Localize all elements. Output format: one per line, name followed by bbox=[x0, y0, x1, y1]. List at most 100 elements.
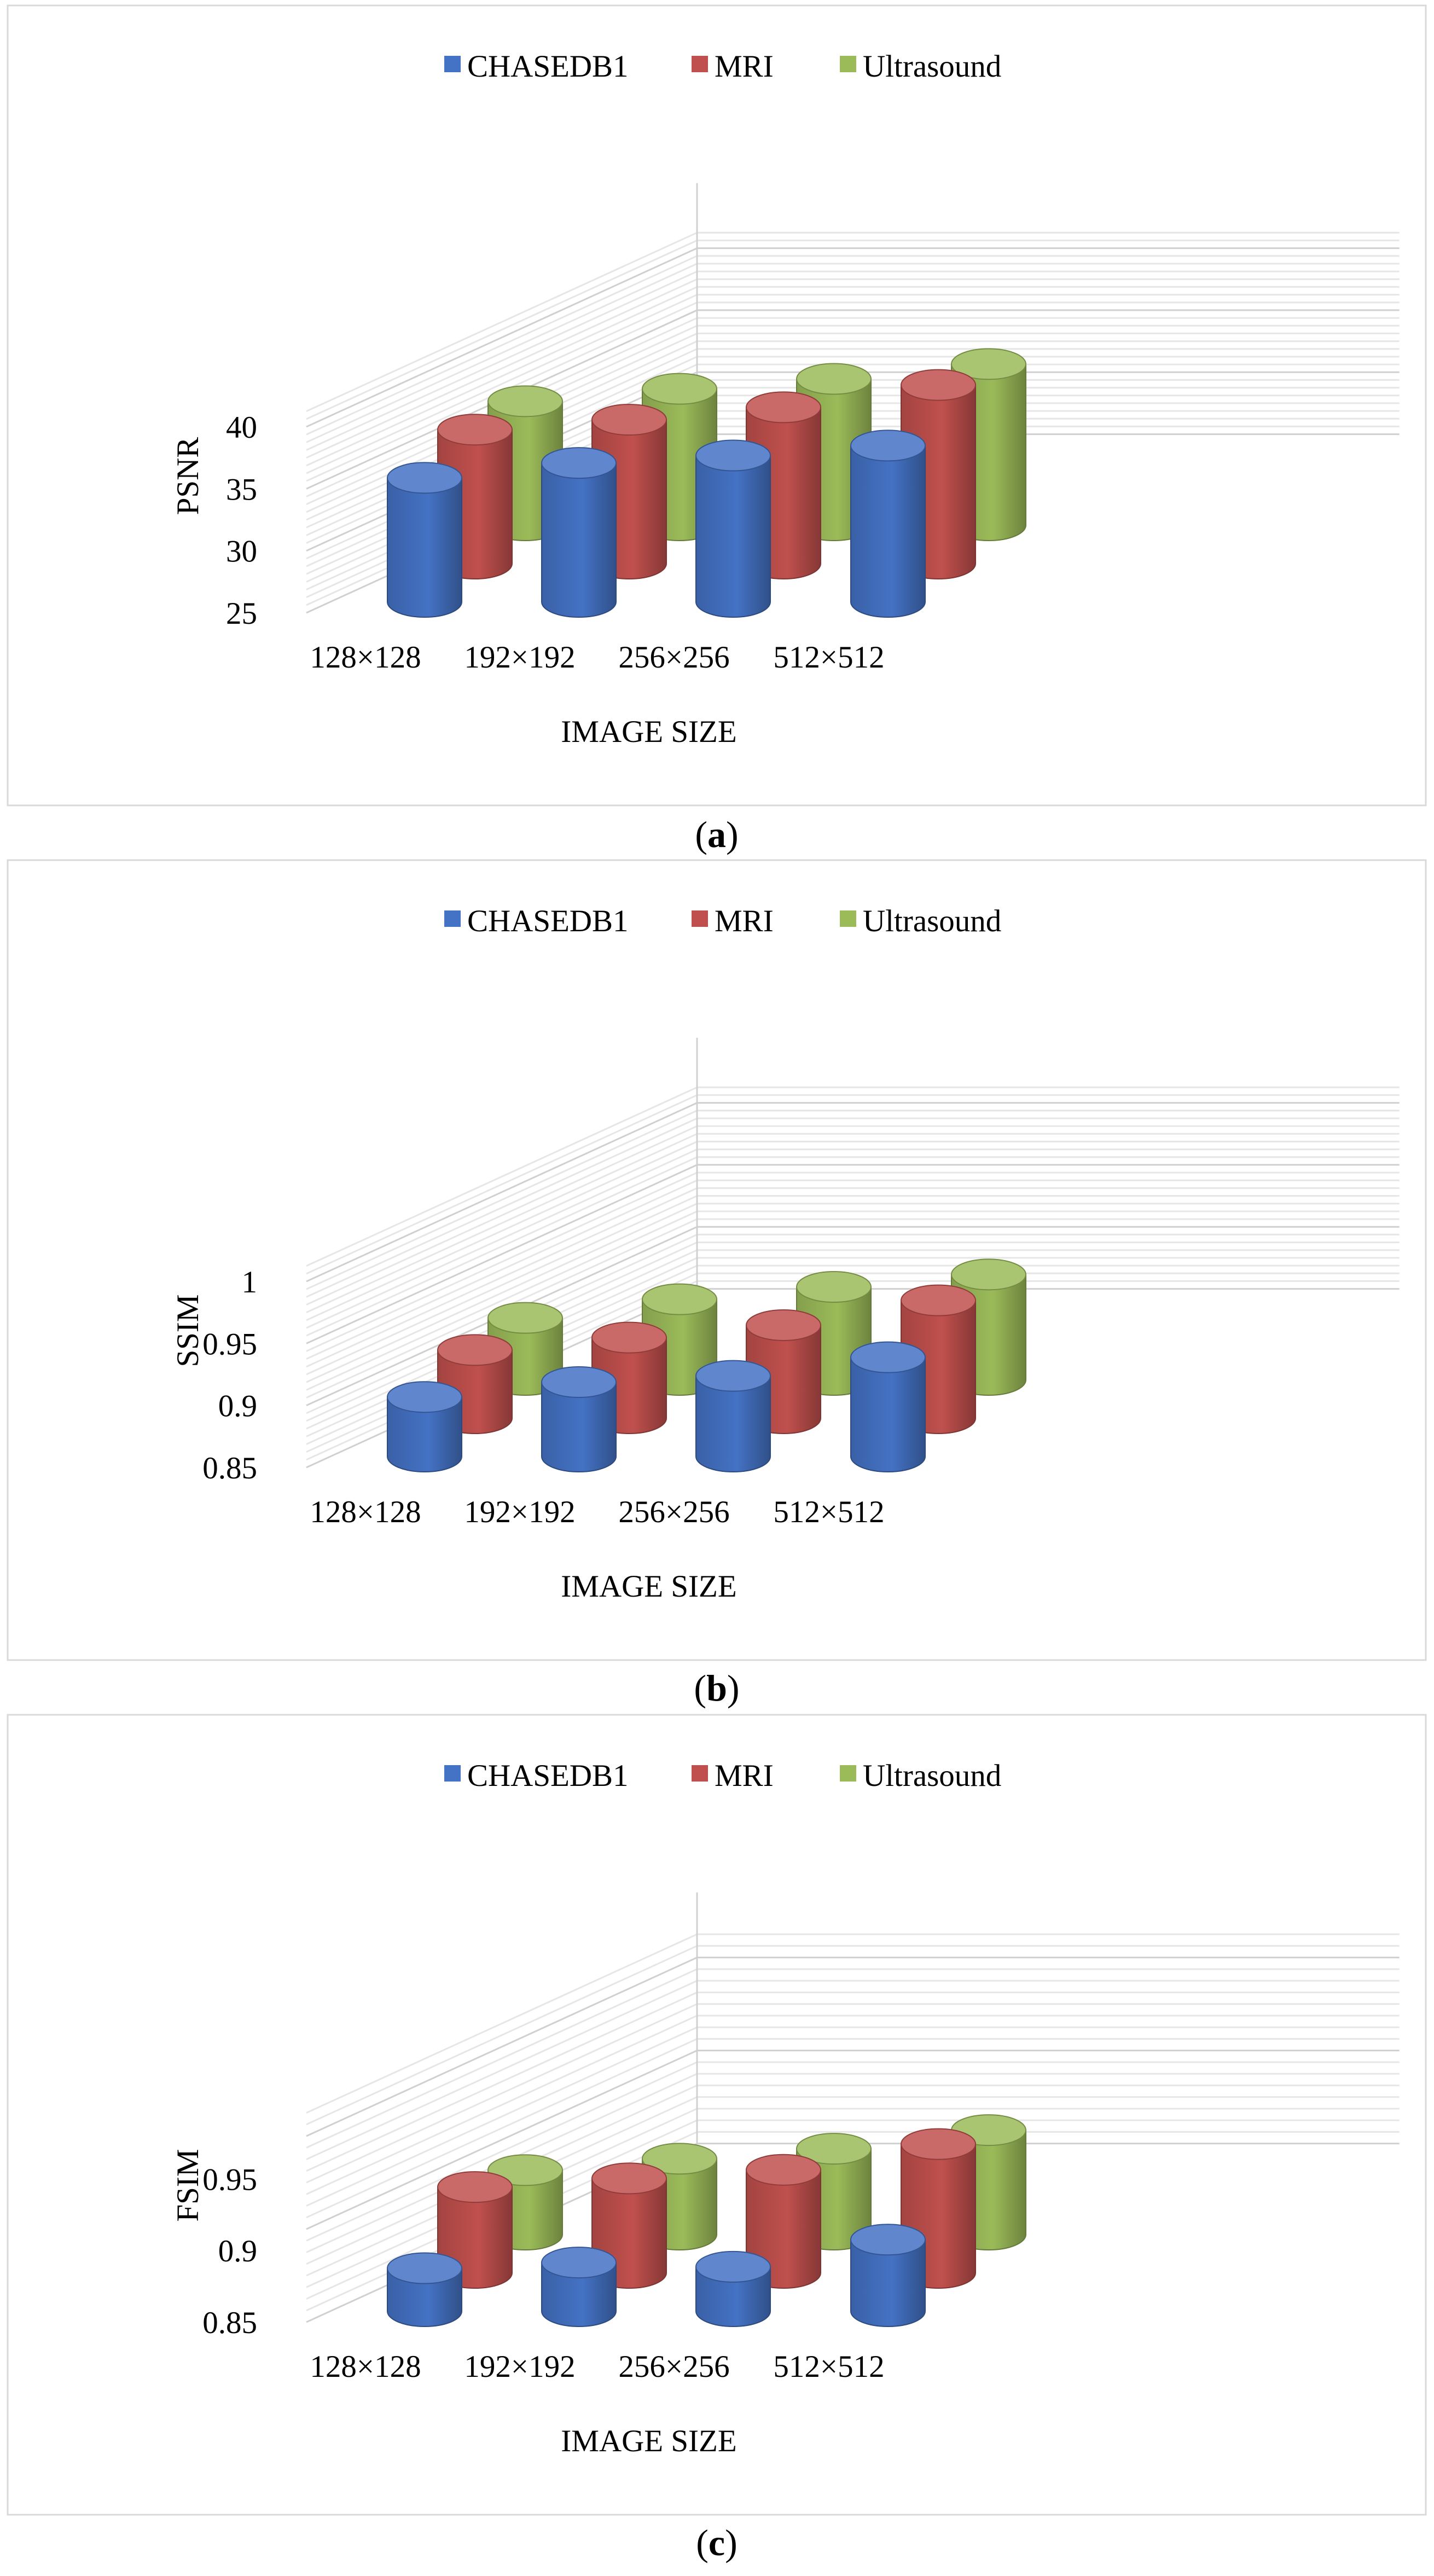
gridline-diagonal bbox=[306, 1141, 698, 1321]
bar-body bbox=[541, 1382, 617, 1472]
gridline-diagonal bbox=[306, 1171, 698, 1352]
gridline-diagonal bbox=[306, 1110, 698, 1290]
bar-top bbox=[746, 1309, 821, 1341]
y-tick-label: 0.85 bbox=[202, 2306, 257, 2340]
x-tick-label: 128×128 bbox=[310, 640, 421, 675]
x-tick-label: 256×256 bbox=[618, 640, 729, 675]
bar-top bbox=[591, 2162, 667, 2195]
legend-label-ultrasound: Ultrasound bbox=[863, 49, 1001, 84]
bar-top bbox=[487, 385, 563, 417]
gridline-diagonal bbox=[306, 2026, 698, 2207]
legend-label-ultrasound: Ultrasound bbox=[863, 1759, 1001, 1793]
gridline-diagonal bbox=[306, 247, 698, 428]
legend-label-chasedb1: CHASEDB1 bbox=[467, 904, 629, 938]
y-tick-label: 0.85 bbox=[202, 1451, 257, 1486]
bar-top bbox=[437, 1334, 513, 1366]
legend-swatch-mri bbox=[692, 56, 708, 72]
bar-body bbox=[387, 2267, 462, 2327]
bar-top bbox=[591, 1321, 667, 1354]
bar-top bbox=[387, 1381, 462, 1413]
panel-label: (b) bbox=[694, 1667, 739, 1709]
gridline-diagonal bbox=[306, 1210, 698, 1391]
bar-top bbox=[642, 2143, 717, 2175]
gridline-diagonal bbox=[306, 1117, 698, 1298]
x-tick-label: 512×512 bbox=[773, 2349, 884, 2384]
x-tick-label: 256×256 bbox=[618, 2349, 729, 2384]
bar-top bbox=[850, 1341, 926, 1373]
gridline-diagonal bbox=[306, 1086, 698, 1267]
gridline-diagonal bbox=[306, 1125, 698, 1306]
bar-top bbox=[487, 2154, 563, 2186]
bar-top bbox=[642, 373, 717, 405]
bar-top bbox=[850, 430, 926, 462]
gridline-diagonal bbox=[306, 263, 698, 443]
bar-top bbox=[541, 447, 617, 479]
bar-chasedb1-2 bbox=[695, 439, 771, 618]
gridline-diagonal bbox=[306, 2050, 698, 2230]
legend-label-chasedb1: CHASEDB1 bbox=[467, 1759, 629, 1793]
y-tick-label: 1 bbox=[242, 1265, 258, 1299]
x-tick-label: 128×128 bbox=[310, 1495, 421, 1529]
legend-label-mri: MRI bbox=[715, 49, 774, 84]
bar-body bbox=[850, 2239, 926, 2327]
legend-swatch-chasedb1 bbox=[444, 56, 461, 72]
bar-chasedb1-2 bbox=[695, 1360, 771, 1472]
y-axis-title: PSNR bbox=[171, 437, 205, 515]
gridline-diagonal bbox=[306, 1945, 698, 2126]
x-tick-label: 256×256 bbox=[618, 1495, 729, 1529]
bar-top bbox=[387, 2252, 462, 2284]
bar-chasedb1-0 bbox=[387, 2252, 462, 2327]
bar-top bbox=[541, 1366, 617, 1398]
panel-label-open: ( bbox=[696, 2522, 709, 2563]
x-axis-title: IMAGE SIZE bbox=[561, 715, 736, 749]
bar-top bbox=[796, 2133, 872, 2165]
legend: CHASEDB1 MRI Ultrasound bbox=[444, 49, 1001, 84]
chart-panel-b: CHASEDB1 MRI Ultrasound 0.85 0.9 0.95 1 SSIM 128… bbox=[7, 859, 1427, 1661]
panel-label: (c) bbox=[696, 2522, 738, 2563]
panel-label-close: ) bbox=[726, 814, 739, 855]
bar-top bbox=[642, 1283, 717, 1315]
gridline-diagonal bbox=[306, 1133, 698, 1314]
y-axis-title: FSIM bbox=[171, 2149, 205, 2221]
bar-body bbox=[850, 1356, 926, 1472]
panel-label-letter: c bbox=[709, 2522, 725, 2563]
bar-top bbox=[850, 2224, 926, 2256]
x-tick-label: 192×192 bbox=[464, 1495, 575, 1529]
gridline-diagonal bbox=[306, 1102, 698, 1283]
bar-chasedb1-0 bbox=[387, 462, 462, 618]
gridline-diagonal bbox=[306, 255, 698, 436]
bar-body bbox=[541, 462, 617, 618]
legend-swatch-chasedb1 bbox=[444, 910, 461, 927]
gridline-diagonal bbox=[306, 1156, 698, 1337]
panel-label-letter: a bbox=[707, 814, 726, 855]
legend-swatch-mri bbox=[692, 1765, 708, 1782]
gridline-diagonal bbox=[306, 1203, 698, 1383]
bar-body bbox=[695, 2266, 771, 2327]
gridline-diagonal bbox=[306, 1094, 698, 1275]
gridline-diagonal bbox=[306, 1179, 698, 1360]
y-tick-label: 0.95 bbox=[202, 1327, 257, 1361]
chart-frame bbox=[7, 1714, 1427, 2516]
panel-label-open: ( bbox=[695, 814, 707, 855]
bar-top bbox=[746, 2154, 821, 2186]
bar-chasedb1-3 bbox=[850, 2224, 926, 2327]
gridline-diagonal bbox=[306, 294, 698, 474]
gridline-diagonal bbox=[306, 270, 698, 451]
gridline-diagonal bbox=[306, 1148, 698, 1329]
gridline-diagonal bbox=[306, 1957, 698, 2137]
y-tick-label: 0.9 bbox=[218, 1389, 257, 1424]
bar-chasedb1-3 bbox=[850, 1341, 926, 1472]
gridline-diagonal bbox=[306, 278, 698, 459]
bar-top bbox=[541, 2247, 617, 2279]
gridline-diagonal bbox=[306, 231, 698, 413]
gridline-diagonal bbox=[306, 2038, 698, 2219]
bar-top bbox=[951, 348, 1026, 380]
legend-label-mri: MRI bbox=[715, 904, 774, 938]
bar-top bbox=[901, 1284, 976, 1316]
gridline-diagonal bbox=[306, 2061, 698, 2242]
gridline-diagonal bbox=[306, 2015, 698, 2195]
x-tick-label: 512×512 bbox=[773, 640, 884, 675]
y-tick-label: 30 bbox=[226, 535, 257, 569]
bar-body bbox=[850, 445, 926, 618]
